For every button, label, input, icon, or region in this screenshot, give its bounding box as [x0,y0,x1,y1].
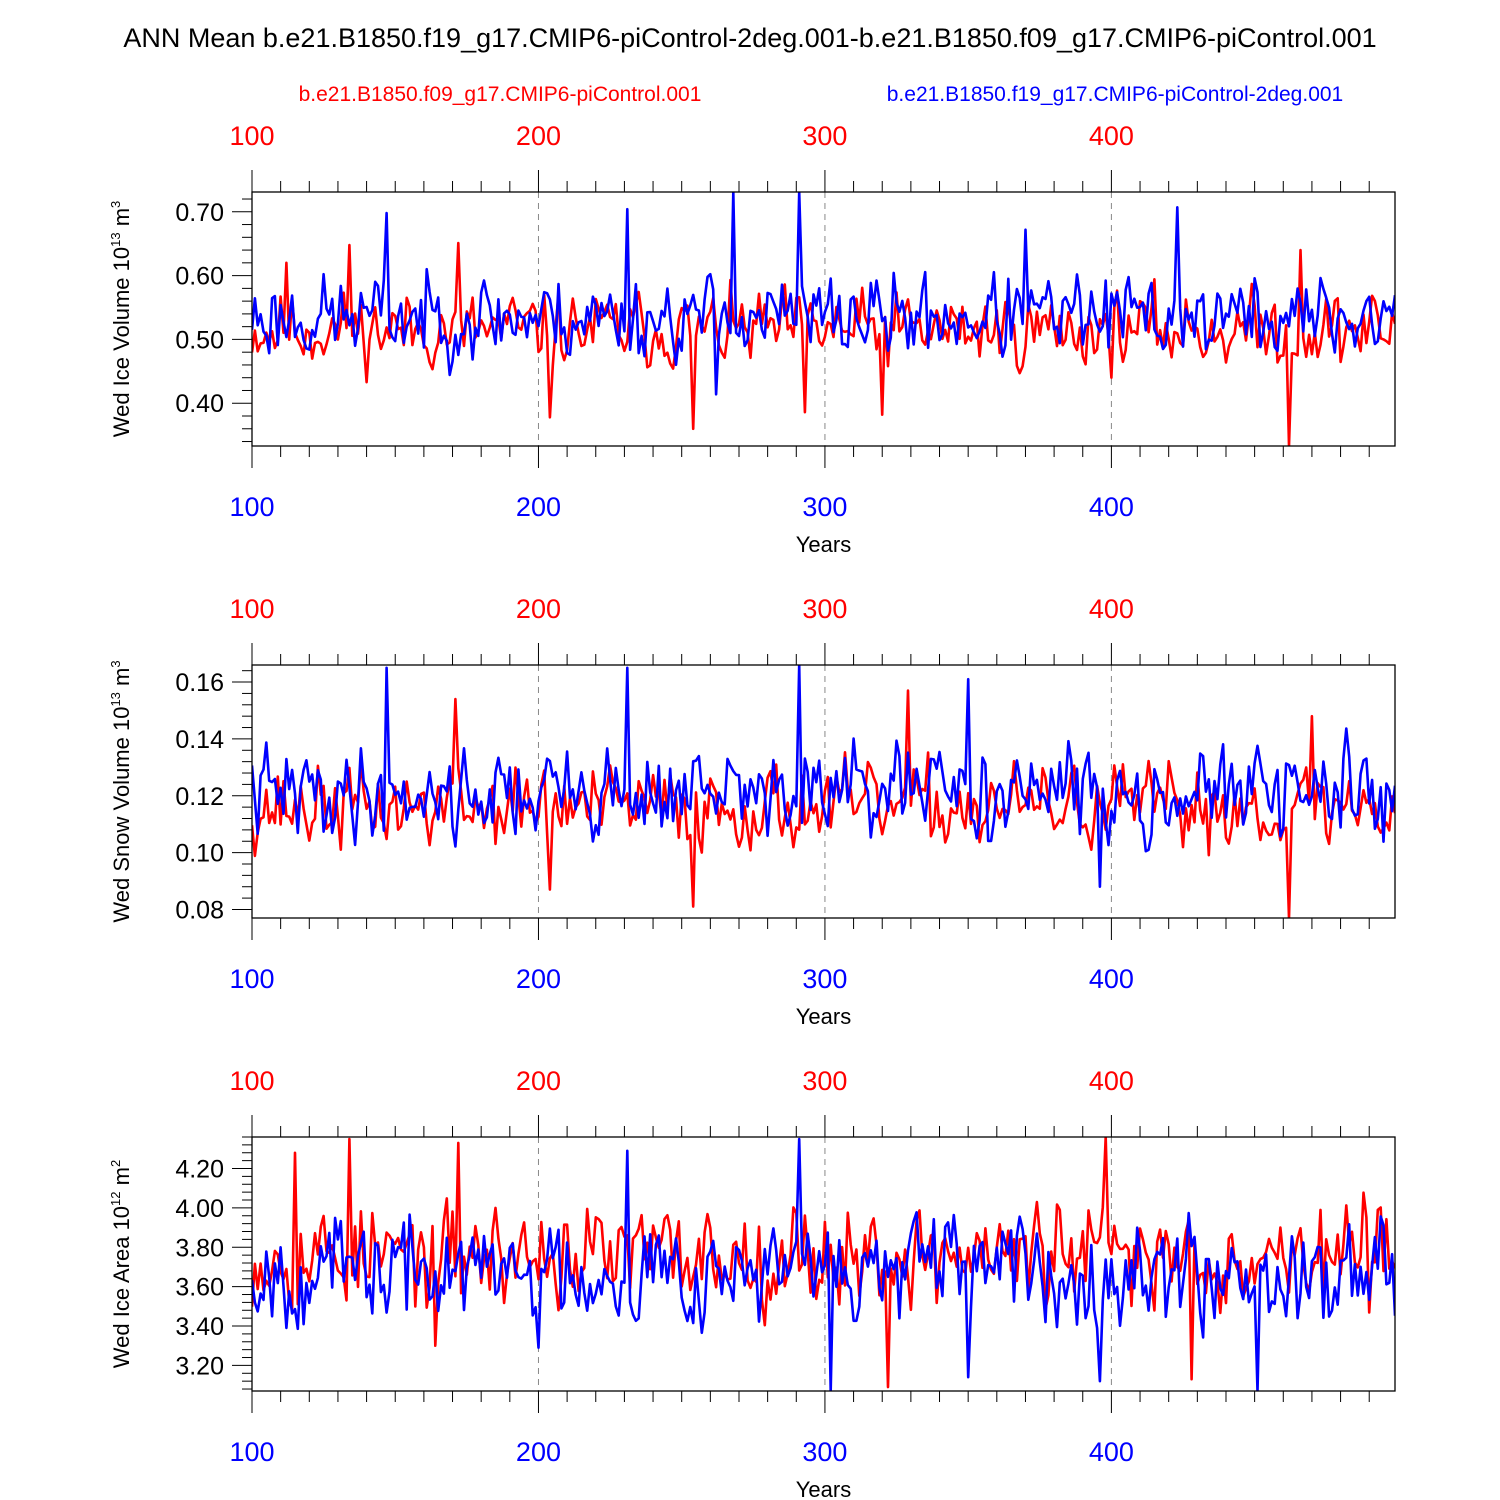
x-tick-label-top: 300 [802,121,847,151]
y-axis-label-part: m [109,208,134,232]
y-axis-label-part: 13 [108,692,123,706]
y-axis-label-part: m [109,1167,134,1191]
x-tick-label-bottom: 100 [229,964,274,994]
x-axis-label: Years [796,532,851,557]
y-axis-label-part: 3 [108,660,123,667]
red-series-line [252,241,1395,446]
legend-blue-series-name: b.e21.B1850.f19_g17.CMIP6-piControl-2deg… [887,83,1343,106]
blue-series-line [252,192,1395,396]
y-tick-label: 0.40 [175,390,224,418]
chart-panel-2: 0.08 0.10 0.12 0.14 0.16 100 100 200 200 300 300 40… [108,594,1396,1029]
y-axis-label-part: m [109,668,134,692]
x-tick-label-bottom: 200 [516,492,561,522]
y-tick-label: 0.70 [175,199,224,227]
y-axis-label-part: Wed Snow Volume 10 [109,707,134,923]
x-tick-label-top: 400 [1089,1066,1134,1096]
x-tick-label-bottom: 200 [516,964,561,994]
y-axis-label-part: 12 [108,1191,123,1205]
y-axis-label-part: 2 [108,1160,123,1167]
y-axis-label-part: 3 [108,201,123,208]
x-tick-label-bottom: 100 [229,492,274,522]
y-axis-label: Wed Snow Volume 1013 m3 [108,660,134,922]
x-axis-label: Years [796,1477,851,1500]
y-tick-label: 0.14 [175,726,224,754]
chart-panel-3: 3.20 3.40 3.60 3.80 4.00 4.20 100 100 200 200 300 3… [108,1066,1396,1500]
x-tick-label-bottom: 400 [1089,1437,1134,1467]
x-tick-label-bottom: 400 [1089,964,1134,994]
plot-frame [251,1136,1396,1392]
y-tick-label: 3.20 [175,1352,224,1380]
y-tick-label: 4.00 [175,1195,224,1223]
x-tick-label-bottom: 100 [229,1437,274,1467]
y-tick-label: 0.10 [175,840,224,868]
plot-frame [251,664,1396,919]
plot-frame [251,191,1396,447]
x-tick-label-top: 300 [802,1066,847,1096]
y-axis-label-part: 13 [108,232,123,246]
blue-series-line [252,665,1395,888]
x-tick-label-top: 100 [229,1066,274,1096]
x-tick-label-bottom: 400 [1089,492,1134,522]
y-axis-label: Wed Ice Area 1012 m2 [108,1160,134,1368]
x-tick-label-top: 100 [229,121,274,151]
x-tick-label-top: 100 [229,594,274,624]
x-tick-label-bottom: 300 [802,492,847,522]
chart-title: ANN Mean b.e21.B1850.f19_g17.CMIP6-piCon… [123,23,1376,53]
y-axis-label: Wed Ice Volume 1013 m3 [108,201,134,438]
x-tick-label-bottom: 300 [802,1437,847,1467]
blue-series-line [252,1137,1395,1391]
legend-red-series-name: b.e21.B1850.f09_g17.CMIP6-piControl.001 [299,83,702,106]
x-tick-label-top: 400 [1089,121,1134,151]
chart-panel-1: 0.40 0.50 0.60 0.70 100 100 200 200 300 300 400 400… [108,121,1396,557]
y-tick-label: 3.60 [175,1274,224,1302]
x-tick-label-bottom: 300 [802,964,847,994]
y-tick-label: 3.80 [175,1234,224,1262]
y-tick-label: 3.40 [175,1313,224,1341]
y-tick-label: 0.60 [175,263,224,291]
y-tick-label: 4.20 [175,1156,224,1184]
x-tick-label-top: 400 [1089,594,1134,624]
chart-panels: 0.40 0.50 0.60 0.70 100 100 200 200 300 300 400 400… [108,121,1396,1500]
y-tick-label: 0.08 [175,896,224,924]
x-axis-label: Years [796,1004,851,1029]
y-tick-label: 0.50 [175,326,224,354]
x-tick-label-top: 300 [802,594,847,624]
y-tick-label: 0.12 [175,783,224,811]
x-tick-label-bottom: 200 [516,1437,561,1467]
y-tick-label: 0.16 [175,669,224,697]
y-axis-label-part: Wed Ice Area 10 [109,1206,134,1368]
y-axis-label-part: Wed Ice Volume 10 [109,247,134,437]
x-tick-label-top: 200 [516,1066,561,1096]
x-tick-label-top: 200 [516,594,561,624]
red-series-line [252,1137,1395,1389]
x-tick-label-top: 200 [516,121,561,151]
